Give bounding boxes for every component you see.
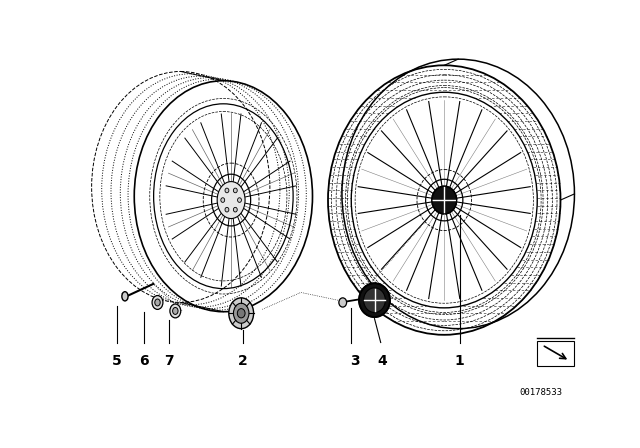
Text: 4: 4 (378, 354, 387, 368)
Bar (537, 341, 575, 366)
Text: 3: 3 (350, 354, 360, 368)
Text: 00178533: 00178533 (520, 388, 563, 397)
Ellipse shape (364, 288, 385, 313)
Text: 1: 1 (455, 354, 465, 368)
Ellipse shape (234, 207, 237, 212)
Ellipse shape (122, 292, 128, 301)
Ellipse shape (237, 309, 245, 318)
Ellipse shape (152, 296, 163, 310)
Ellipse shape (225, 207, 229, 212)
Ellipse shape (229, 298, 253, 329)
Ellipse shape (217, 181, 245, 219)
Ellipse shape (339, 298, 347, 307)
Ellipse shape (237, 198, 241, 202)
Ellipse shape (432, 186, 457, 214)
Text: 2: 2 (238, 354, 248, 368)
Ellipse shape (173, 307, 178, 314)
Ellipse shape (234, 303, 249, 323)
Ellipse shape (221, 198, 225, 202)
Ellipse shape (234, 188, 237, 193)
Ellipse shape (155, 299, 160, 306)
Ellipse shape (359, 283, 390, 317)
Ellipse shape (225, 188, 229, 193)
Text: 5: 5 (113, 354, 122, 368)
Ellipse shape (170, 304, 180, 318)
Text: 6: 6 (139, 354, 148, 368)
Text: 7: 7 (164, 354, 174, 368)
